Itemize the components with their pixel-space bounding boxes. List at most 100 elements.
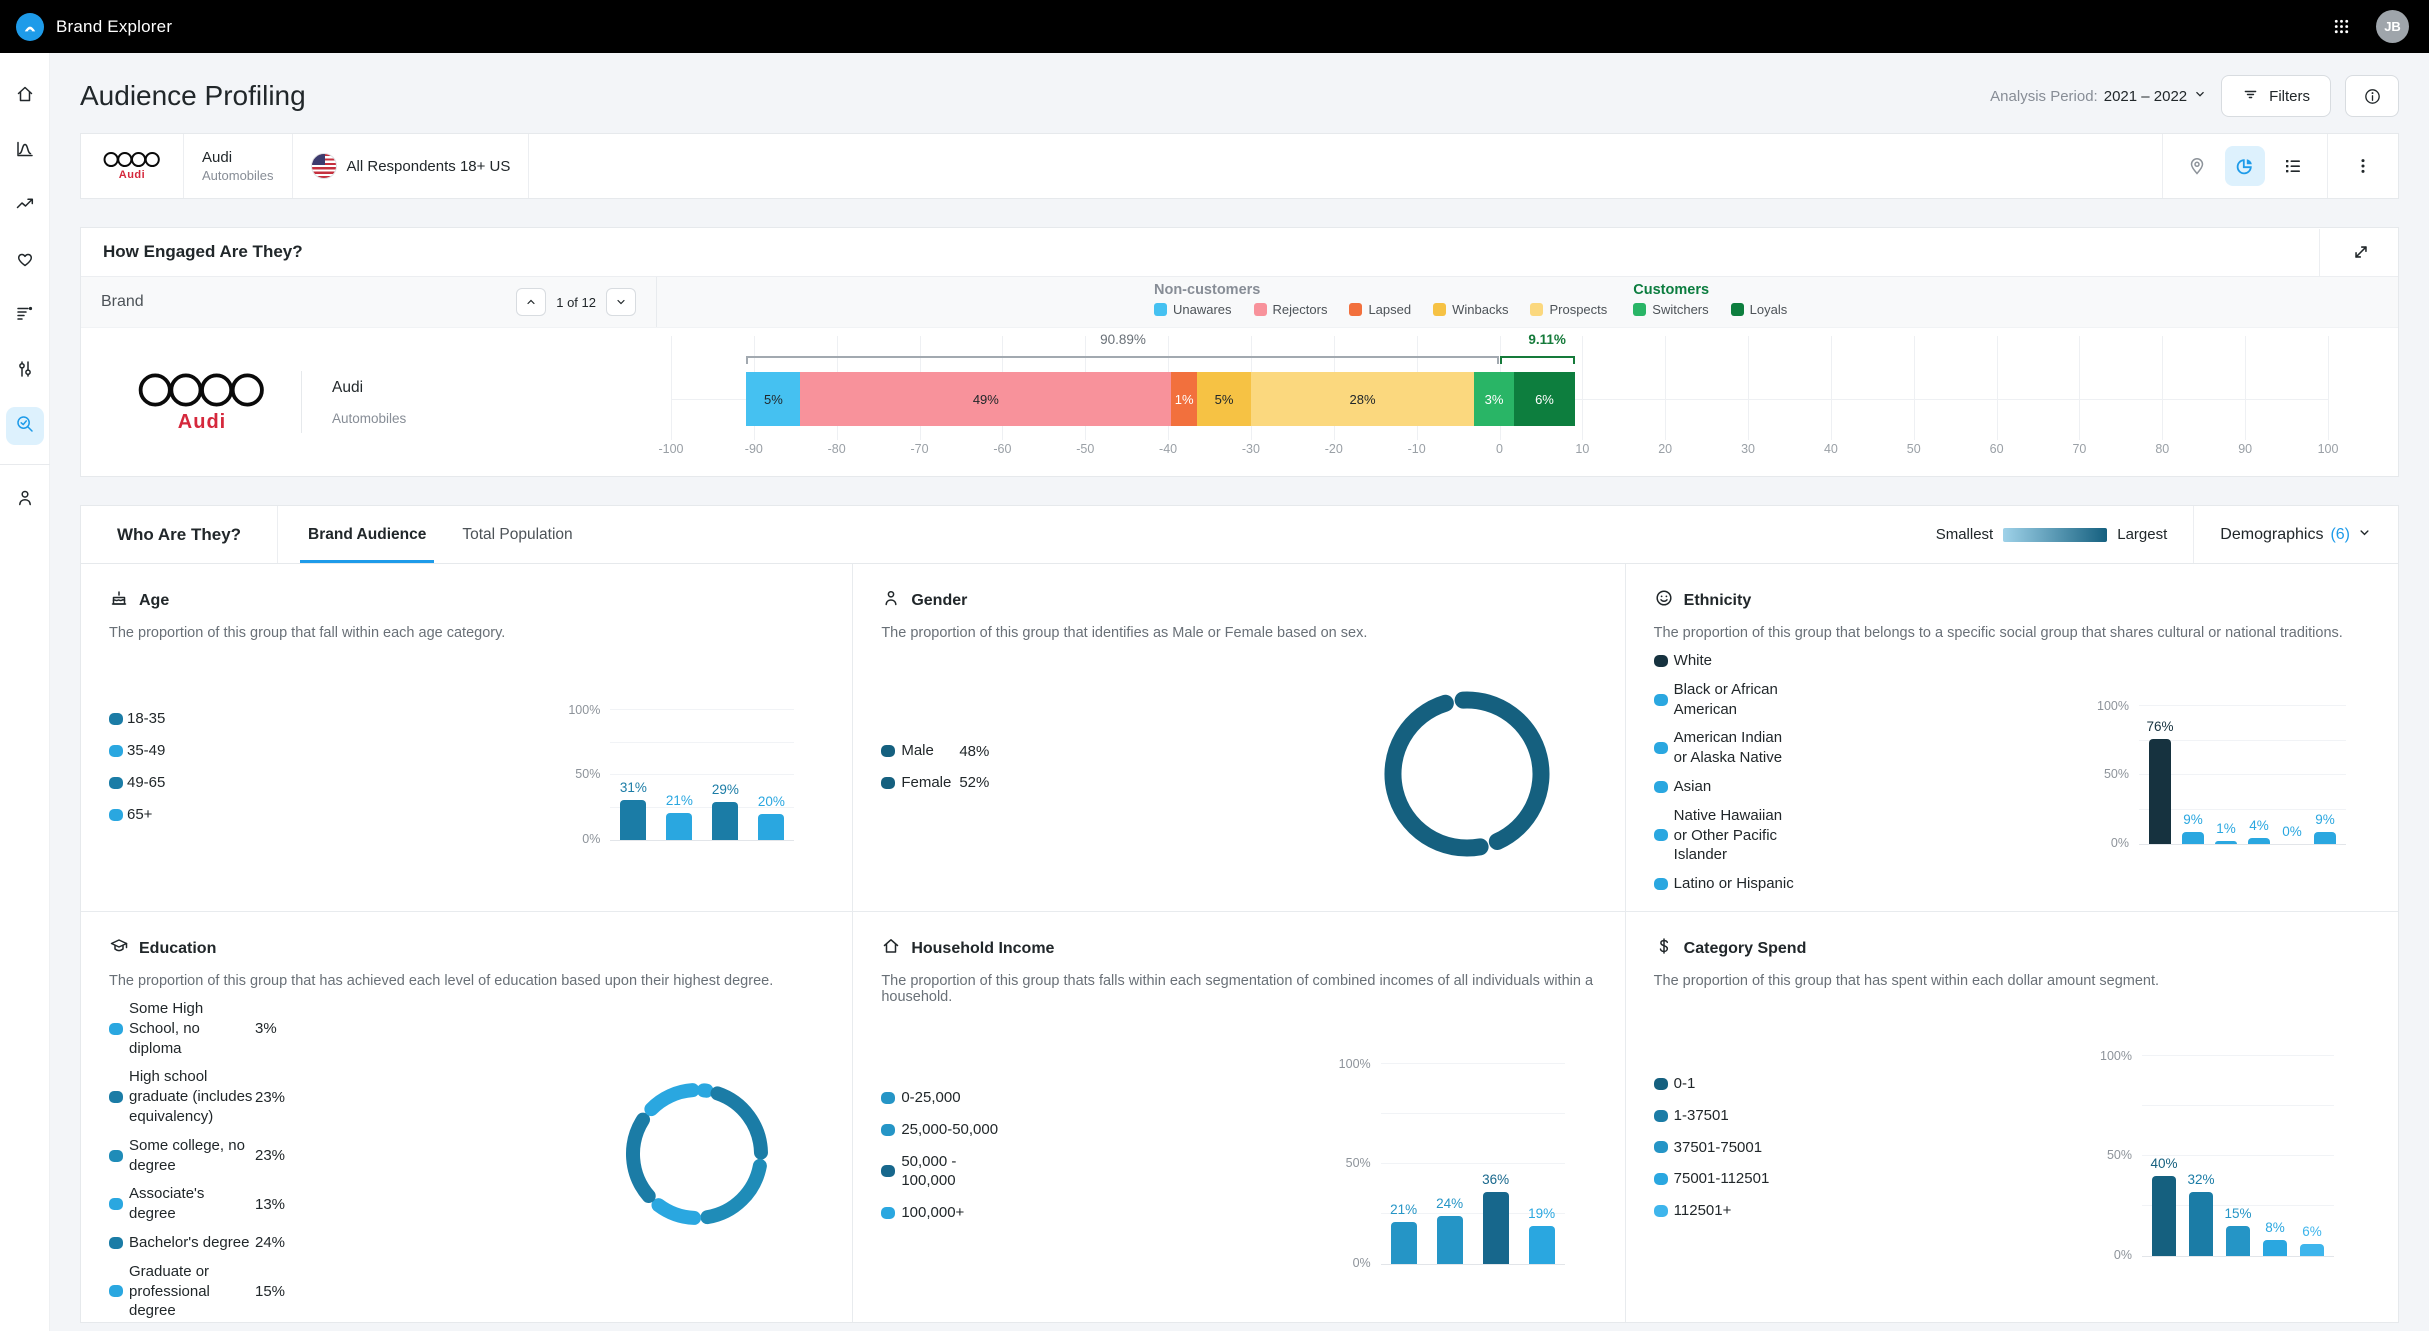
bar-fill	[2299, 1243, 2324, 1256]
legend-item: Associate's degree 13%	[109, 1184, 315, 1224]
segment-prospects: 28%	[1251, 372, 1475, 426]
legend-item-rejectors: Rejectors	[1253, 302, 1327, 317]
distribution-icon	[15, 139, 35, 164]
donut-segment-bachelor-s-degree	[626, 1112, 657, 1203]
card-title: Category Spend	[1683, 939, 1807, 957]
gridline	[610, 741, 795, 743]
bar-chart: 100% 50% 0% 31% 21% 29% 20%	[566, 703, 795, 846]
legend-value: 24%	[255, 1234, 286, 1252]
analysis-period-dropdown[interactable]: Analysis Period: 2021 – 2022	[1990, 87, 2207, 105]
card-description: The proportion of this group that identi…	[881, 625, 1368, 641]
legend-item: Some High School, no diploma 3%	[109, 999, 315, 1058]
sidebar-item-controls[interactable]	[6, 352, 44, 390]
legend-item: 65+	[109, 805, 165, 825]
legend-label: 112501+	[1673, 1202, 1732, 1220]
brand-logo[interactable]: Audi	[81, 134, 184, 198]
bar-fill	[2151, 1175, 2176, 1256]
bar-black-or-african-american: 9%	[2181, 707, 2204, 844]
tab-brand-audience[interactable]: Brand Audience	[290, 506, 444, 563]
gridline	[2162, 336, 2164, 440]
legend-item: 75001-112501	[1653, 1169, 1770, 1189]
y-axis: 100% 50% 0%	[566, 703, 610, 846]
pager-down-button[interactable]	[606, 288, 636, 316]
bar-fill	[2181, 831, 2204, 844]
legend-label: Latino or Hispanic	[1673, 875, 1794, 893]
location-pin-icon[interactable]	[2177, 146, 2217, 186]
y-axis-label: 100%	[2100, 1048, 2132, 1063]
legend-label: 75001-112501	[1673, 1170, 1770, 1188]
ethnicity-chart: 100% 50% 0% 76% 9% 1% 4% 0% 9%	[2095, 699, 2368, 850]
non-customers-bracket	[746, 356, 1500, 364]
pager-up-button[interactable]	[516, 288, 547, 316]
card-body: Male 48% Female 52%	[873, 641, 1594, 911]
sidebar-item-trends[interactable]	[6, 187, 44, 225]
y-axis-label: 0%	[2110, 836, 2129, 850]
sidebar-item-profile[interactable]	[6, 481, 44, 519]
sidebar-item-home[interactable]	[6, 77, 44, 115]
y-axis-label: 100%	[1338, 1056, 1371, 1071]
bar-50-000-100-000: 36%	[1482, 1065, 1509, 1264]
donut-segment-female	[1384, 694, 1489, 856]
gridline	[1665, 336, 1667, 440]
brand-name: Audi	[332, 378, 364, 396]
legend-label: 0-1	[1673, 1075, 1696, 1092]
legend-swatch	[1253, 303, 1267, 316]
demographics-dropdown[interactable]: Demographics (6)	[2194, 525, 2398, 545]
sidebar-item-distribution[interactable]	[6, 132, 44, 170]
list-view-icon[interactable]	[2273, 146, 2313, 186]
trends-icon	[15, 194, 35, 219]
bar-37501-75001: 15%	[2224, 1057, 2252, 1256]
bar-fill	[758, 814, 785, 840]
audience-cell[interactable]: All Respondents 18+ US	[293, 134, 530, 198]
gridline	[610, 774, 795, 775]
axis-tick-label: -100	[658, 442, 684, 456]
legend-label: 100,000+	[901, 1204, 965, 1222]
app-grid-icon[interactable]	[2324, 10, 2358, 44]
legend-item: 35-49	[109, 741, 165, 761]
legend-label: American Indian or Alaska Native	[1673, 729, 1783, 767]
y-axis-label: 50%	[2106, 1147, 2132, 1162]
legend-group: Customers Switchers Loyals	[1633, 282, 1787, 317]
sidebar-item-audience-search[interactable]	[5, 407, 44, 445]
axis-tick-label: -50	[1076, 442, 1095, 456]
bar-value-label: 9%	[2183, 811, 2203, 827]
sidebar-item-favorites[interactable]	[6, 242, 44, 280]
tab-total-population[interactable]: Total Population	[462, 525, 573, 543]
smiley-icon	[1654, 588, 1674, 613]
legend-swatch	[881, 1165, 896, 1178]
legend-item: 37501-75001	[1653, 1138, 1770, 1158]
pie-chart-icon[interactable]	[2225, 146, 2265, 186]
gridline	[2079, 336, 2081, 440]
expand-icon[interactable]	[2346, 237, 2376, 267]
legend-item: 18-35	[109, 709, 165, 729]
legend-item: White	[1653, 651, 1796, 671]
sidebar-divider	[0, 464, 50, 465]
axis-tick-label: 100	[2317, 442, 2339, 456]
plot-area: 76% 9% 1% 4% 0% 9%	[2138, 705, 2346, 845]
legend-swatch	[109, 745, 123, 758]
bar-value-label: 40%	[2150, 1155, 2178, 1171]
donut-segment-graduate-or-professional-degree	[644, 1083, 700, 1117]
card-body: 18-35 35-49 49-65 65+ 100% 50% 0% 31% 21% 29% 20%	[101, 641, 822, 911]
legend-swatch	[1349, 303, 1363, 316]
legend-label: Switchers	[1652, 302, 1709, 317]
brand-name-cell[interactable]: Audi Automobiles	[184, 134, 293, 198]
y-axis-label: 0%	[582, 832, 601, 846]
kebab-menu-icon[interactable]	[2327, 134, 2398, 198]
sidebar-item-rankings[interactable]	[6, 297, 44, 335]
brand-category: Automobiles	[202, 168, 274, 183]
filters-button[interactable]: Filters	[2221, 75, 2331, 117]
donut-segment-male	[1454, 691, 1550, 850]
gridline	[1380, 1212, 1565, 1214]
legend-item: Graduate or professional degree 15%	[109, 1262, 315, 1321]
chevron-down-icon	[2357, 525, 2372, 545]
y-axis-label: 0%	[1352, 1255, 1371, 1270]
legend-item: 112501+	[1653, 1201, 1770, 1221]
app-logo-icon[interactable]	[16, 12, 44, 41]
y-axis: 100% 50% 0%	[1337, 1057, 1381, 1270]
bar-value-label: 8%	[2265, 1219, 2285, 1235]
avatar[interactable]: JB	[2376, 10, 2409, 43]
legend-label: Asian	[1673, 777, 1712, 795]
info-button[interactable]	[2345, 75, 2399, 117]
bar-value-label: 76%	[2146, 719, 2174, 735]
